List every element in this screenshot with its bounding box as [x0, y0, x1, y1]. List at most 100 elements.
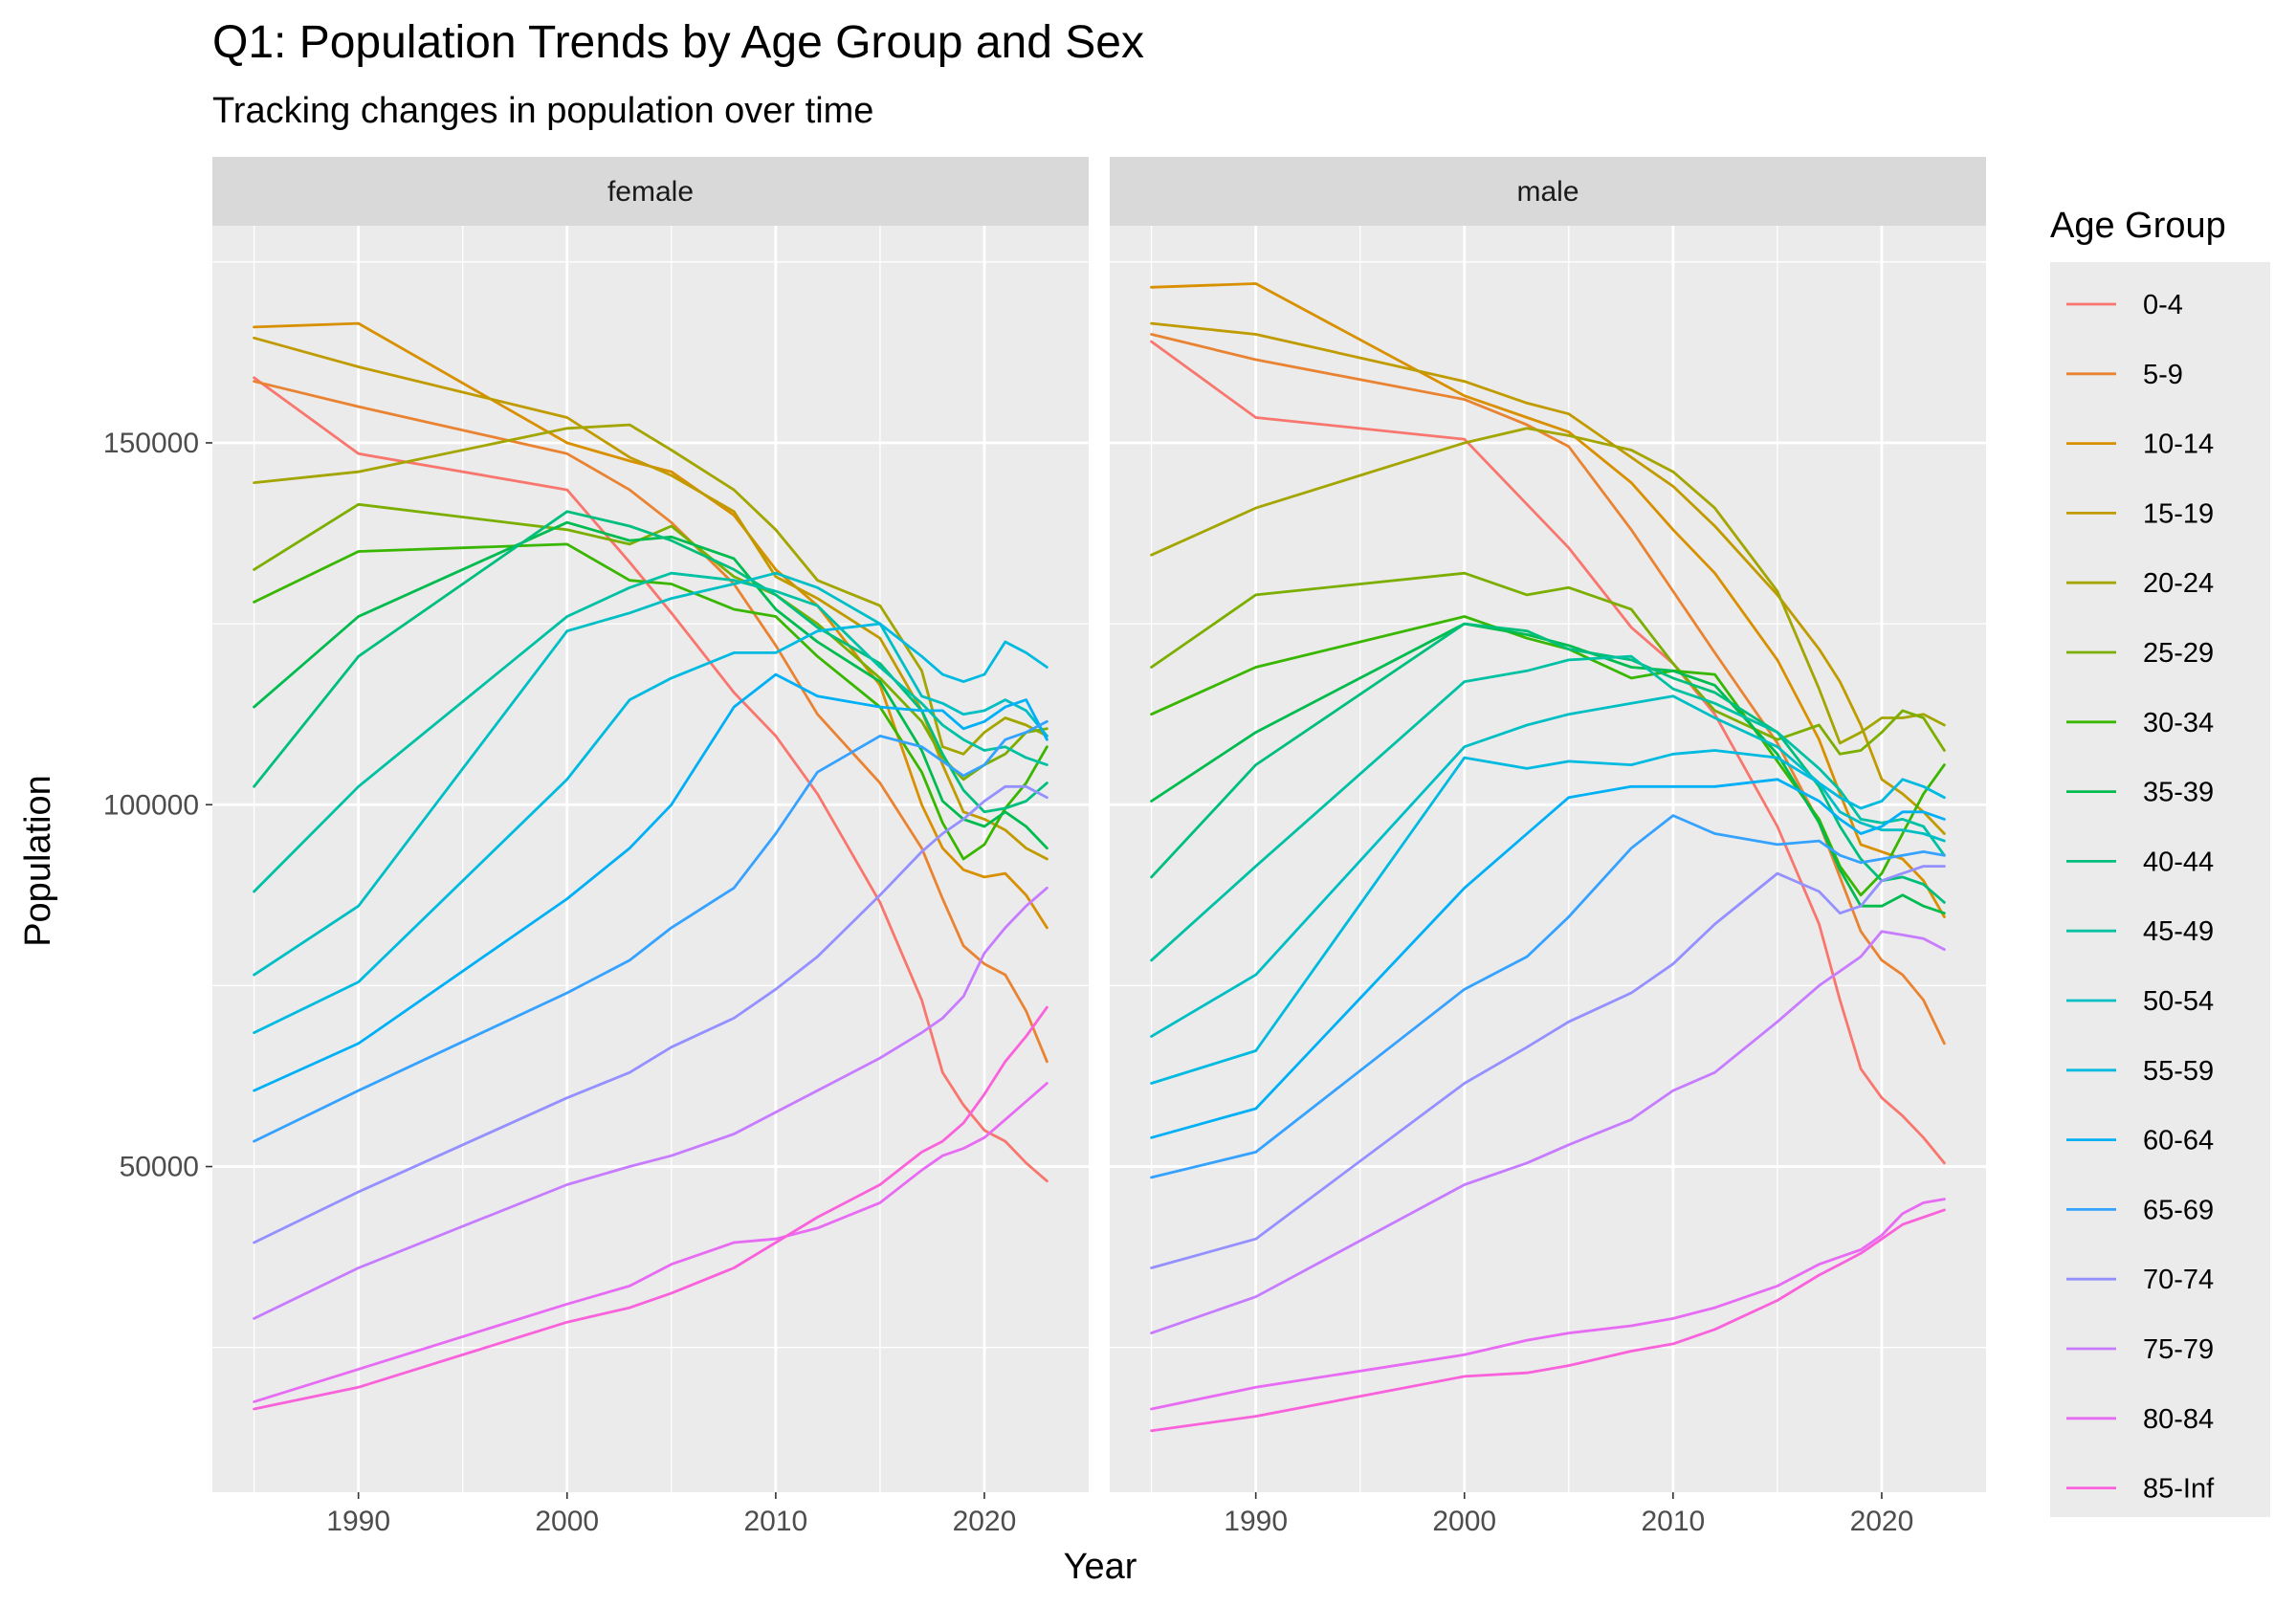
series-line-female-70-74	[253, 784, 1049, 1244]
legend-label: 35-39	[2143, 778, 2214, 808]
y-tick-label: 100000	[103, 789, 199, 821]
series-line-male-60-64	[1150, 778, 1946, 1139]
strip-background	[212, 157, 1089, 226]
series-line-female-35-39	[253, 520, 1049, 850]
legend-item-45-49: 45-49	[2066, 916, 2214, 947]
legend-item-15-19: 15-19	[2066, 498, 2214, 529]
legend-items: 0-4 5-9 10-14 15-19 20-24 25-29 30-34 35-39 40-4…	[2066, 290, 2215, 1505]
series-line-male-0-4	[1150, 340, 1946, 1165]
series-line-female-60-64	[253, 672, 1049, 1092]
legend-item-65-69: 65-69	[2066, 1195, 2214, 1225]
series-line-female-5-9	[253, 380, 1049, 1064]
legend-label: 0-4	[2143, 290, 2183, 320]
series-line-female-20-24	[253, 423, 1049, 756]
chart-subtitle: Tracking changes in population over time	[212, 91, 873, 131]
y-axis: 50000 100000 150000	[103, 428, 212, 1183]
legend-item-55-59: 55-59	[2066, 1056, 2214, 1087]
legend-title: Age Group	[2050, 206, 2226, 246]
legend-label: 60-64	[2143, 1126, 2214, 1156]
series-line-male-75-79	[1150, 930, 1946, 1334]
gridlines	[212, 226, 1089, 1492]
legend-label: 85-Inf	[2143, 1474, 2215, 1505]
x-tick-label: 2020	[1850, 1506, 1914, 1537]
panel-background	[212, 226, 1089, 1492]
series-line-male-25-29	[1150, 571, 1946, 756]
x-axis-male: 1990 2000 2010 2020	[1224, 1492, 1913, 1537]
series-line-male-20-24	[1150, 427, 1946, 745]
legend-label: 45-49	[2143, 916, 2214, 947]
series-line-male-35-39	[1150, 622, 1946, 915]
strip-background	[1110, 157, 1986, 226]
panel-female: female 1990 2000 2010 2020 50000 100000 150000	[103, 157, 1089, 1537]
legend-label: 65-69	[2143, 1195, 2214, 1225]
legend-item-80-84: 80-84	[2066, 1404, 2214, 1435]
x-axis-female: 1990 2000 2010 2020	[326, 1492, 1016, 1537]
series-line-female-50-54	[253, 571, 1049, 977]
legend-label: 80-84	[2143, 1404, 2214, 1435]
series-line-male-5-9	[1150, 333, 1946, 1046]
legend-label: 75-79	[2143, 1334, 2214, 1365]
y-axis-title: Population	[18, 775, 58, 947]
x-tick-label: 2010	[743, 1506, 807, 1537]
series-line-male-15-19	[1150, 321, 1946, 835]
legend-item-35-39: 35-39	[2066, 778, 2214, 808]
strip-label-male: male	[1516, 176, 1578, 208]
legend-item-85-Inf: 85-Inf	[2066, 1474, 2215, 1505]
series-line-male-55-59	[1150, 749, 1946, 1085]
series-line-female-45-49	[253, 571, 1049, 893]
legend-item-20-24: 20-24	[2066, 568, 2214, 599]
y-tick-label: 50000	[120, 1152, 199, 1183]
series-line-female-0-4	[253, 376, 1049, 1183]
gridlines	[1110, 226, 1986, 1492]
series-line-male-65-69	[1150, 814, 1946, 1179]
legend-item-50-54: 50-54	[2066, 986, 2214, 1017]
legend-label: 55-59	[2143, 1056, 2214, 1087]
series-line-male-40-44	[1150, 622, 1946, 904]
series-lines	[1150, 282, 1946, 1433]
legend-item-10-14: 10-14	[2066, 429, 2214, 460]
series-line-female-30-34	[253, 542, 1049, 861]
x-tick-label: 2020	[953, 1506, 1017, 1537]
series-line-female-55-59	[253, 622, 1049, 1034]
chart-title: Q1: Population Trends by Age Group and S…	[212, 17, 1144, 68]
y-tick-label: 150000	[103, 428, 199, 459]
legend-item-30-34: 30-34	[2066, 708, 2214, 738]
panel-male: male 1990 2000 2010 2020	[1110, 157, 1986, 1537]
legend-label: 40-44	[2143, 847, 2214, 877]
series-line-male-85-Inf	[1150, 1208, 1946, 1433]
series-line-female-65-69	[253, 719, 1049, 1143]
x-tick-label: 1990	[1224, 1506, 1288, 1537]
series-line-female-75-79	[253, 886, 1049, 1320]
legend-item-60-64: 60-64	[2066, 1126, 2214, 1156]
legend-label: 70-74	[2143, 1265, 2214, 1295]
legend-item-40-44: 40-44	[2066, 847, 2214, 877]
x-tick-label: 2000	[535, 1506, 599, 1537]
legend-item-70-74: 70-74	[2066, 1265, 2214, 1295]
legend-label: 5-9	[2143, 360, 2183, 390]
legend-label: 25-29	[2143, 638, 2214, 669]
facet-panels: female 1990 2000 2010 2020 50000 100000 150000 m…	[103, 157, 1986, 1537]
legend: Age Group 0-4 5-9 10-14 15-19 20-24 25-29 30-3…	[2050, 206, 2270, 1517]
x-tick-label: 2010	[1641, 1506, 1705, 1537]
legend-label: 50-54	[2143, 986, 2214, 1017]
series-line-female-25-29	[253, 502, 1049, 781]
legend-label: 10-14	[2143, 429, 2214, 460]
series-line-male-45-49	[1150, 654, 1946, 962]
strip-label-female: female	[607, 176, 694, 208]
legend-label: 20-24	[2143, 568, 2214, 599]
legend-item-75-79: 75-79	[2066, 1334, 2214, 1365]
legend-item-25-29: 25-29	[2066, 638, 2214, 669]
x-axis-title: Year	[1064, 1547, 1137, 1587]
x-tick-label: 1990	[326, 1506, 390, 1537]
x-tick-label: 2000	[1432, 1506, 1496, 1537]
series-line-female-80-84	[253, 1082, 1049, 1403]
legend-label: 15-19	[2143, 498, 2214, 529]
legend-background	[2050, 262, 2270, 1517]
series-line-male-70-74	[1150, 865, 1946, 1269]
legend-item-0-4: 0-4	[2066, 290, 2183, 320]
series-lines	[253, 321, 1049, 1411]
series-line-male-80-84	[1150, 1198, 1946, 1411]
series-line-female-40-44	[253, 510, 1049, 814]
series-line-male-50-54	[1150, 694, 1946, 1038]
